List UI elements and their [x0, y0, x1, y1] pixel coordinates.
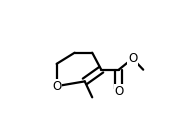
- Text: O: O: [52, 80, 61, 93]
- Text: O: O: [128, 52, 137, 65]
- Text: O: O: [114, 85, 123, 98]
